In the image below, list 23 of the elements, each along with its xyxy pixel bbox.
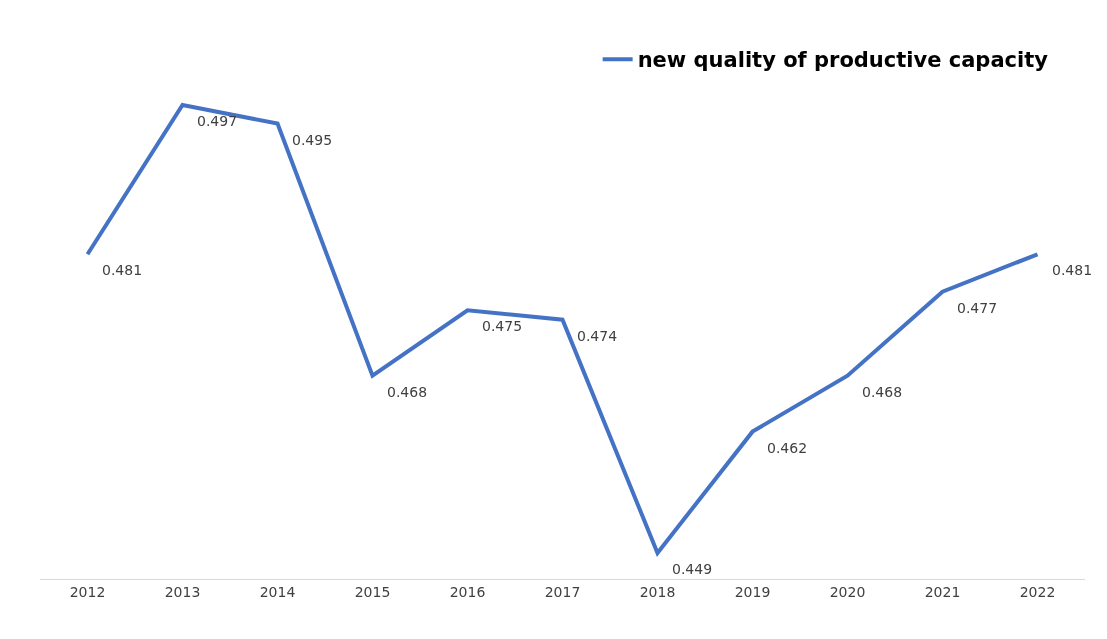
x-tick-label: 2018	[639, 583, 676, 600]
data-label: 0.462	[767, 440, 808, 456]
x-tick-label: 2016	[449, 583, 486, 600]
x-tick-label: 2012	[69, 583, 106, 600]
legend-label: new quality of productive capacity	[637, 48, 1049, 73]
x-tick-label: 2021	[924, 583, 961, 600]
x-tick-label: 2022	[1019, 583, 1056, 600]
x-tick-label: 2017	[544, 583, 581, 600]
data-label: 0.468	[387, 384, 428, 400]
x-tick-label: 2020	[829, 583, 866, 600]
data-label: 0.468	[862, 384, 903, 400]
data-label: 0.497	[197, 113, 238, 129]
data-label: 0.474	[577, 328, 618, 344]
x-tick-label: 2014	[259, 583, 296, 600]
data-label: 0.449	[672, 561, 713, 577]
x-tick-label: 2019	[734, 583, 771, 600]
x-tick-label: 2013	[164, 583, 201, 600]
data-label: 0.477	[957, 300, 998, 316]
data-label: 0.495	[292, 132, 333, 148]
x-tick-label: 2015	[354, 583, 391, 600]
data-label: 0.481	[102, 262, 143, 278]
data-label: 0.481	[1052, 262, 1093, 278]
data-label: 0.475	[482, 318, 523, 334]
